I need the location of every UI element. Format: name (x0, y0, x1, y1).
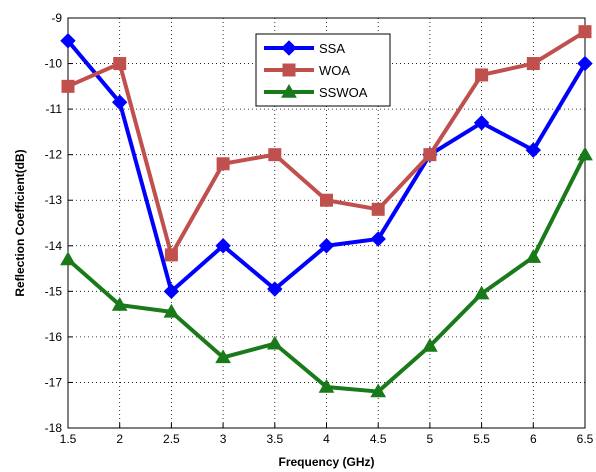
y-tick-label: -12 (45, 148, 63, 162)
y-tick-label: -17 (45, 375, 63, 389)
x-tick-label: 6.5 (577, 432, 594, 446)
series-ssa-point (370, 231, 386, 247)
series-group (60, 25, 593, 398)
x-tick-label: 1.5 (60, 432, 77, 446)
legend-label: SSWOA (319, 85, 368, 100)
legend-item-ssa: SSA (264, 40, 345, 56)
series-sswoa-point (370, 383, 387, 398)
series-ssa-point (577, 55, 593, 72)
legend-marker (282, 63, 296, 77)
series-sswoa-point (60, 251, 76, 266)
series-ssa-point (525, 142, 542, 158)
x-tick-label: 2.5 (163, 432, 180, 446)
series-woa-point (320, 193, 333, 207)
legend-label: WOA (319, 63, 350, 78)
series-ssa-point (318, 238, 335, 254)
series-sswoa-point (525, 249, 542, 263)
series-sswoa-point (163, 303, 180, 318)
series-woa-point (371, 202, 385, 216)
series-woa (61, 25, 592, 262)
x-tick-label: 3 (220, 432, 227, 446)
series-ssa-point (111, 94, 128, 110)
series-ssa-point (163, 283, 180, 300)
series-woa-point (578, 25, 592, 39)
legend: SSA WOA SSWOA (255, 33, 391, 107)
series-sswoa (60, 146, 593, 398)
x-tick-label: 5 (427, 432, 434, 446)
series-woa-point (526, 57, 540, 71)
x-tick-label: 4 (323, 432, 330, 446)
series-sswoa-point (215, 349, 231, 364)
x-tick-label: 5.5 (473, 432, 490, 446)
y-tick-label: -11 (46, 102, 63, 116)
series-woa-point (268, 148, 282, 162)
series-woa-point (216, 157, 230, 171)
series-sswoa-point (266, 335, 283, 350)
y-tick-label: -15 (45, 284, 63, 298)
y-tick-label: -14 (45, 239, 63, 253)
series-woa-point (475, 68, 489, 82)
y-axis-label: Reflection Coefficient(dB) (13, 149, 27, 296)
series-ssa-point (60, 33, 76, 49)
legend-item-woa: WOA (264, 63, 350, 78)
x-axis-label: Frequency (GHz) (278, 455, 374, 469)
y-tick-label: -18 (45, 421, 63, 435)
series-sswoa-point (422, 337, 438, 352)
series-sswoa-point (111, 296, 128, 311)
x-axis-ticks: 1.5 2 2.5 3 3.5 4 4.5 5 5.5 6 6.5 (60, 423, 594, 446)
series-ssa-point (473, 115, 490, 131)
y-tick-label: -10 (45, 57, 63, 71)
series-woa-point (61, 79, 75, 93)
x-tick-label: 2 (116, 432, 123, 446)
y-tick-label: -16 (45, 330, 63, 344)
legend-item-sswoa: SSWOA (264, 83, 368, 100)
x-tick-label: 4.5 (370, 432, 387, 446)
series-ssa-point (215, 238, 231, 254)
series-woa-point (113, 57, 127, 71)
legend-marker (281, 83, 297, 98)
series-sswoa-point (473, 285, 490, 300)
series-sswoa-point (318, 378, 335, 393)
series-ssa-point (267, 281, 283, 297)
x-tick-label: 3.5 (266, 432, 283, 446)
series-ssa (60, 33, 593, 300)
series-woa-point (423, 148, 437, 162)
legend-marker (281, 40, 297, 56)
x-tick-label: 6 (530, 432, 537, 446)
series-sswoa-point (577, 146, 593, 161)
y-tick-label: -9 (51, 11, 62, 25)
y-tick-label: -13 (45, 193, 63, 207)
legend-label: SSA (319, 41, 345, 56)
series-woa-point (164, 248, 178, 262)
y-axis-ticks: -9 -10 -11 -12 -13 -14 -15 -16 -17 -18 (45, 11, 73, 435)
